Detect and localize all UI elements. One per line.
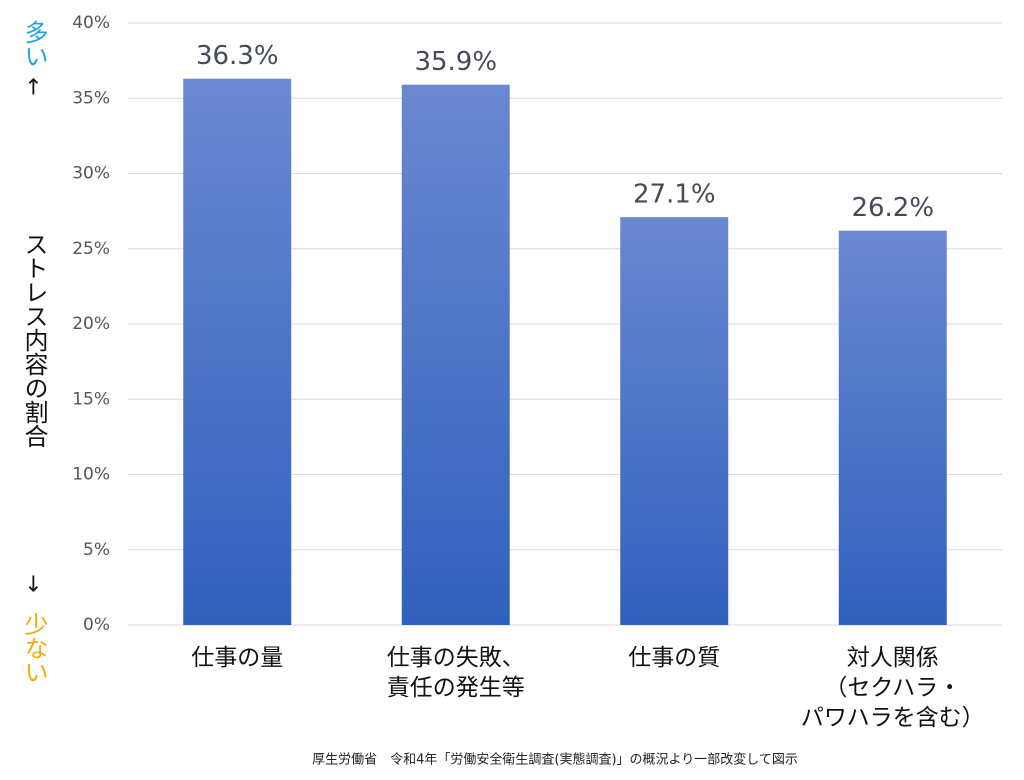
value-label: 26.2% [851, 193, 934, 223]
annotation: ↑ [21, 76, 46, 101]
y-tick-label: 15% [72, 389, 110, 409]
annotation: 少ない [20, 612, 48, 684]
y-tick-label: 10% [72, 465, 110, 485]
annotation: 多い [20, 20, 48, 68]
value-label: 36.3% [196, 41, 279, 71]
y-tick-label: 20% [72, 314, 110, 334]
bar [838, 230, 947, 625]
x-tick-label: 仕事の量 [191, 645, 284, 671]
value-label: 27.1% [633, 180, 716, 210]
annotation: ↓ [21, 573, 46, 598]
x-tick-label: 仕事の質 [628, 645, 721, 671]
y-tick-label: 35% [72, 88, 110, 108]
y-axis-label: ストレス内容の割合 [20, 232, 48, 448]
value-label: 35.9% [414, 47, 497, 77]
bar [401, 84, 510, 625]
bar [183, 78, 292, 625]
source-note: 厚生労働省 令和4年「労働安全衛生調査(実態調査)」の概況より一部改変して図示 [312, 752, 798, 768]
x-tick-label: 対人関係 （セクハラ・ パワハラを含む） [800, 645, 985, 731]
x-tick-label: 仕事の失敗、 責任の発生等 [386, 645, 525, 701]
y-tick-label: 40% [72, 13, 110, 33]
bar [620, 217, 729, 625]
y-tick-label: 0% [83, 615, 110, 635]
y-tick-label: 25% [72, 239, 110, 259]
y-tick-label: 30% [72, 164, 110, 184]
y-tick-label: 5% [83, 540, 110, 560]
